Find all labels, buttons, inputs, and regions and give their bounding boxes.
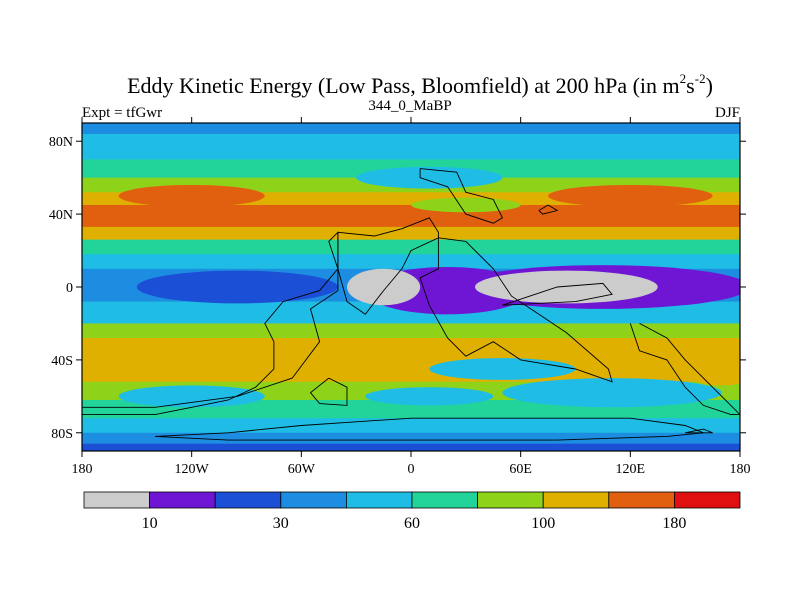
- field-feature-8: [411, 197, 521, 213]
- x-tick-label-4: 60E: [509, 462, 532, 477]
- field-feature-7: [548, 184, 713, 207]
- y-tick-label-4: 80S: [51, 427, 73, 442]
- field-feature-4: [474, 270, 658, 304]
- field-band-15: [82, 418, 740, 434]
- right-label: DJF: [715, 105, 740, 121]
- x-tick-label-0: 180: [72, 462, 93, 477]
- colorbar-box-6: [477, 491, 544, 509]
- y-tick-label-0: 80N: [49, 135, 73, 150]
- colorbar-box-2: [214, 491, 282, 509]
- colorbar-label-3: 100: [531, 515, 555, 532]
- coastline-2: [309, 377, 348, 406]
- field-feature-3: [347, 268, 421, 306]
- coastline-5: [502, 282, 613, 306]
- colorbar-label-0: 10: [142, 515, 158, 532]
- colorbar-box-3: [280, 491, 347, 509]
- field-band-16: [82, 432, 740, 445]
- colorbar-label-1: 30: [273, 515, 289, 532]
- colorbar: 10 30 60 100 180: [83, 491, 741, 532]
- field-band-6: [82, 226, 740, 241]
- field-band-7: [82, 239, 740, 255]
- field-band-1: [82, 133, 740, 160]
- coastline-3: [419, 168, 503, 224]
- field-feature-13: [688, 363, 740, 386]
- coastline-8: [538, 204, 559, 215]
- field-feature-0: [136, 270, 338, 304]
- field-feature-11: [365, 387, 494, 406]
- field-feature-9: [429, 358, 576, 380]
- colorbar-box-4: [345, 491, 413, 509]
- y-tick-label-1: 40N: [49, 208, 73, 223]
- field-band-8: [82, 254, 740, 270]
- field-band-17: [82, 443, 740, 451]
- y-tick-label-3: 40S: [51, 354, 73, 369]
- x-axis-ticks: 180 120W 60W 0 60E 120E 180: [72, 117, 751, 477]
- coastlines: [82, 168, 740, 441]
- x-tick-label-1: 120W: [175, 462, 210, 477]
- colorbar-box-5: [411, 491, 478, 509]
- coastline-0: [155, 417, 704, 441]
- y-axis-ticks: 80N 40N 0 40S 80S: [49, 135, 746, 442]
- field-band-11: [82, 323, 740, 339]
- field-feature-12: [118, 385, 265, 408]
- colorbar-box-9: [674, 491, 741, 509]
- x-tick-label-5: 120E: [616, 462, 646, 477]
- coastline-1: [82, 231, 339, 416]
- field-band-5: [82, 205, 740, 228]
- colorbar-label-4: 180: [662, 515, 686, 532]
- coastline-7: [685, 428, 713, 434]
- colorbar-box-7: [542, 491, 610, 509]
- field-feature-5: [356, 166, 503, 189]
- left-label: Expt = tfGwr: [82, 105, 162, 121]
- center-label: 344_0_MaBP: [368, 98, 451, 114]
- colorbar-box-8: [608, 491, 675, 509]
- chart-title: Eddy Kinetic Energy (Low Pass, Bloomfiel…: [127, 71, 713, 98]
- field-band-0: [82, 123, 740, 135]
- field-feature-6: [118, 184, 265, 207]
- x-tick-label-3: 0: [408, 462, 415, 477]
- x-tick-label-6: 180: [730, 462, 751, 477]
- colorbar-label-2: 60: [404, 515, 420, 532]
- heatmap-plot-area: [82, 123, 740, 451]
- coastline-4: [337, 217, 613, 383]
- field-feature-10: [502, 378, 722, 408]
- x-tick-label-2: 60W: [288, 462, 316, 477]
- coastline-6: [629, 323, 740, 416]
- field-features: [118, 166, 740, 408]
- field-band-12: [82, 338, 740, 383]
- colorbar-box-1: [149, 491, 216, 509]
- y-tick-label-2: 0: [66, 281, 73, 296]
- colorbar-box-0: [83, 491, 150, 509]
